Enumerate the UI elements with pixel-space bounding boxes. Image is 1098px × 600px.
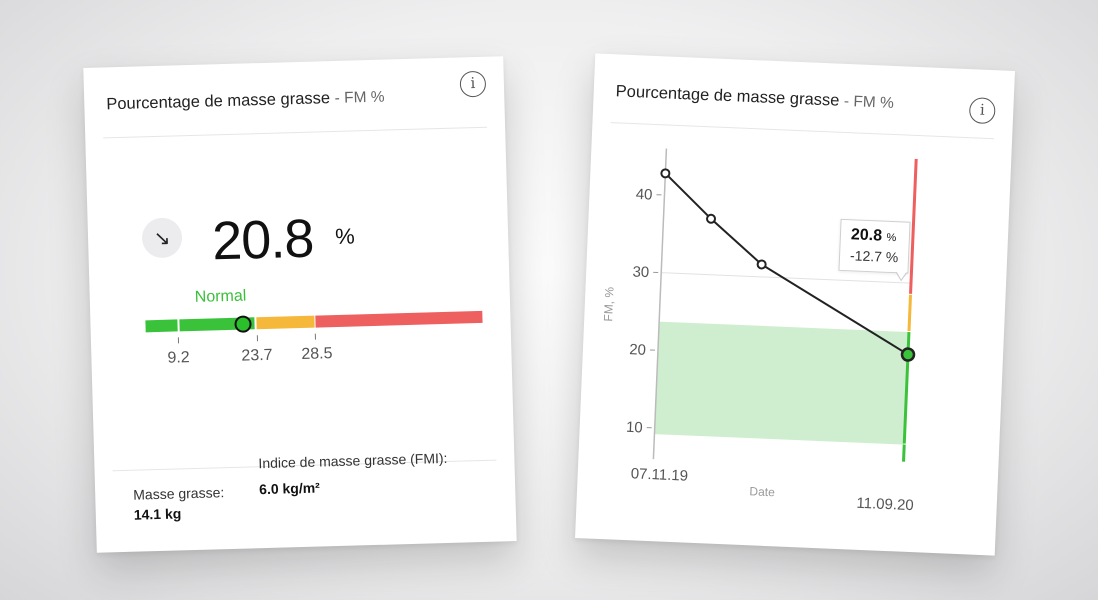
tooltip-value: 20.8 % [850, 226, 897, 245]
tooltip-delta: -12.7 % [849, 247, 899, 266]
info-icon[interactable]: i [459, 70, 487, 98]
tick [177, 337, 180, 344]
data-point [756, 259, 767, 270]
arrow-down-right-icon: ↘ [141, 217, 183, 259]
fat-mass-series-line [664, 172, 909, 356]
y-tick-label: 40 [635, 186, 652, 204]
title-text: Pourcentage de masse grasse [106, 89, 331, 114]
fat-mass-label: Masse grasse: [133, 484, 225, 503]
range-bar-segment-elevated [256, 315, 315, 330]
threshold-label: 23.7 [241, 346, 273, 365]
range-scale-segment [909, 158, 918, 294]
current-value-marker [234, 315, 252, 333]
title-suffix: - FM % [334, 88, 385, 107]
current-value: 20.8 [211, 208, 315, 272]
x-tick-label: 07.11.19 [630, 465, 688, 484]
range-label: Normal [194, 287, 247, 306]
y-axis-label: FM, % [601, 286, 616, 322]
y-tick-label: 20 [629, 341, 646, 359]
fat-mass-line-chart: 10 20 30 40 FM, % 07.11.19 11.09.20 Date [601, 148, 918, 514]
grid-line [661, 272, 912, 284]
fat-mass-value: 14.1 kg [133, 505, 182, 523]
tick [256, 335, 259, 342]
range-bar-segment-high [315, 310, 483, 328]
fmi-label: Indice de masse grasse (FMI): [258, 449, 448, 472]
range-scale-segment [902, 444, 906, 462]
y-tick-label: 30 [632, 263, 649, 281]
data-point [706, 213, 717, 224]
current-data-point [900, 347, 916, 362]
range-scale-segment [907, 294, 913, 332]
tick [314, 333, 316, 340]
divider [103, 126, 488, 139]
data-point-tooltip: 20.8 % -12.7 % [838, 218, 911, 282]
current-unit: % [334, 223, 356, 249]
tooltip-pointer [896, 271, 907, 280]
normal-range-band [654, 321, 909, 445]
data-point [660, 168, 671, 179]
fat-mass-summary-card: Pourcentage de masse grasse - FM % i ↘ 2… [83, 56, 517, 553]
y-tick-label: 10 [626, 419, 643, 437]
threshold-label: 9.2 [167, 349, 190, 367]
x-tick-label: 11.09.20 [856, 495, 914, 514]
card-title: Pourcentage de masse grasse - FM % [106, 88, 385, 115]
x-axis-label: Date [749, 484, 775, 499]
range-bar-segment-low [145, 319, 178, 333]
fat-mass-history-card: Pourcentage de masse grasse - FM % i 10 2… [575, 53, 1015, 556]
y-axis-line [652, 148, 668, 460]
threshold-label: 28.5 [301, 345, 333, 363]
fmi-value: 6.0 kg/m² [258, 479, 321, 498]
